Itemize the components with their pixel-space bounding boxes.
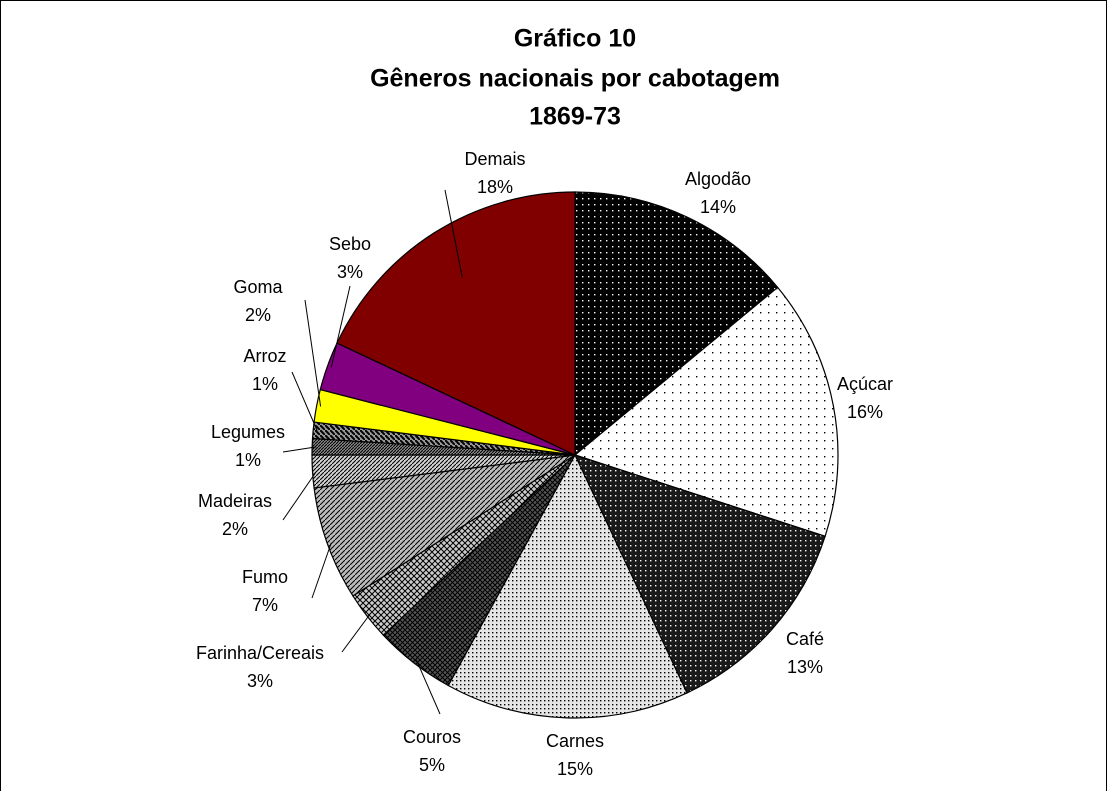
slice-label: Sebo	[329, 234, 371, 254]
pie-slice	[336, 191, 576, 456]
leader-line	[444, 189, 463, 278]
slice-label: Legumes	[211, 422, 285, 442]
slice-label: Madeiras	[198, 491, 272, 511]
pie-slice	[313, 454, 576, 597]
leader-line	[311, 542, 332, 599]
slice-value-label: 5%	[419, 755, 445, 775]
leader-line	[341, 613, 371, 653]
slice-value-label: 3%	[337, 262, 363, 282]
slice-label: Arroz	[243, 346, 286, 366]
pie-slice	[573, 454, 826, 694]
leader-line	[304, 299, 322, 407]
slice-label: Fumo	[242, 567, 288, 587]
slice-value-label: 3%	[247, 671, 273, 691]
leader-line	[282, 470, 317, 521]
slice-value-label: 1%	[252, 374, 278, 394]
slice-value-label: 16%	[847, 402, 883, 422]
slice-label: Algodão	[685, 169, 751, 189]
slice-label: Couros	[403, 727, 461, 747]
pie-slice	[574, 191, 779, 457]
pie-slice	[447, 453, 688, 719]
leader-line	[282, 446, 317, 453]
slice-value-label: 2%	[222, 519, 248, 539]
leader-line	[415, 659, 441, 715]
slice-value-label: 1%	[235, 450, 261, 470]
slice-value-label: 15%	[557, 759, 593, 779]
slice-value-label: 18%	[477, 177, 513, 197]
slice-label: Farinha/Cereais	[196, 643, 324, 663]
slice-value-label: 7%	[252, 595, 278, 615]
slice-label: Café	[786, 629, 824, 649]
slice-value-label: 14%	[700, 197, 736, 217]
leader-line	[330, 285, 351, 368]
pie-slice	[573, 286, 839, 538]
slice-label: Demais	[464, 149, 525, 169]
chart-title: Gráfico 10	[514, 25, 636, 53]
leader-line	[291, 371, 318, 431]
chart-title: Gêneros nacionais por cabotagem	[370, 65, 780, 93]
slice-value-label: 13%	[787, 657, 823, 677]
slice-label: Carnes	[546, 731, 604, 751]
slice-label: Goma	[233, 277, 283, 297]
chart-title: 1869-73	[529, 103, 621, 131]
slice-label: Açúcar	[837, 374, 893, 394]
slice-value-label: 2%	[245, 305, 271, 325]
